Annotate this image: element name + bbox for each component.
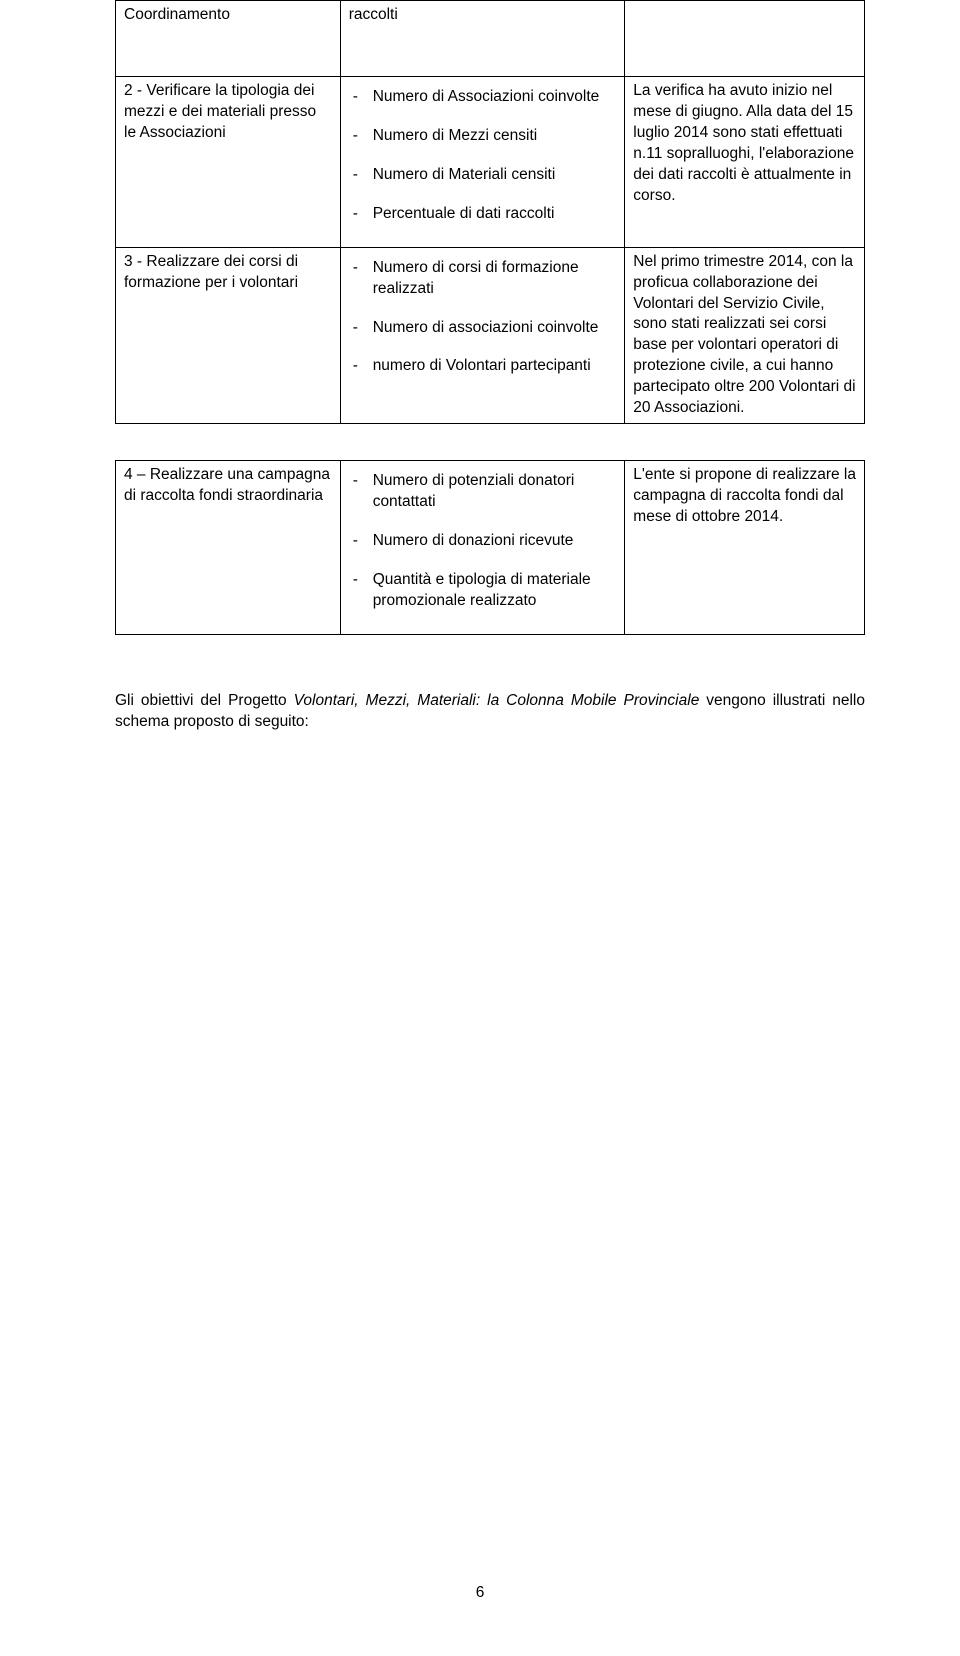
cell-obj4-indicators: Numero di potenziali donatori contattati…: [340, 461, 625, 635]
cell-raccolti: raccolti: [340, 1, 625, 77]
list-item: Numero di corsi di formazione realizzati: [373, 258, 617, 300]
table-secondary: 4 – Realizzare una campagna di raccolta …: [115, 460, 865, 635]
list-item: Numero di potenziali donatori contattati: [373, 471, 617, 513]
list-item: Percentuale di dati raccolti: [373, 204, 617, 225]
cell-obj2-indicators: Numero di Associazioni coinvolte Numero …: [340, 77, 625, 248]
list-item: Numero di Associazioni coinvolte: [373, 87, 617, 108]
paragraph-pre: Gli obiettivi del Progetto: [115, 692, 294, 709]
cell-obj2-title: 2 - Verificare la tipologia dei mezzi e …: [116, 77, 341, 248]
cell-coordinamento: Coordinamento: [116, 1, 341, 77]
list-item: Numero di Materiali censiti: [373, 165, 617, 186]
objectives-paragraph: Gli obiettivi del Progetto Volontari, Me…: [115, 691, 865, 733]
list-item: Numero di Mezzi censiti: [373, 126, 617, 147]
list-item: Quantità e tipologia di materiale promoz…: [373, 570, 617, 612]
cell-obj3-title: 3 - Realizzare dei corsi di formazione p…: [116, 247, 341, 423]
list-item: numero di Volontari partecipanti: [373, 356, 617, 377]
table-row: 4 – Realizzare una campagna di raccolta …: [116, 461, 865, 635]
table-main: Coordinamento raccolti 2 - Verificare la…: [115, 0, 865, 424]
paragraph-project-title: Volontari, Mezzi, Materiali: la Colonna …: [294, 692, 700, 709]
list-item: Numero di associazioni coinvolte: [373, 318, 617, 339]
cell-obj4-status: L'ente si propone di realizzare la campa…: [625, 461, 865, 635]
table-row: 3 - Realizzare dei corsi di formazione p…: [116, 247, 865, 423]
list-item: Numero di donazioni ricevute: [373, 531, 617, 552]
page-number: 6: [0, 1584, 960, 1602]
cell-obj3-status: Nel primo trimestre 2014, con la proficu…: [625, 247, 865, 423]
table-row: 2 - Verificare la tipologia dei mezzi e …: [116, 77, 865, 248]
cell-obj3-indicators: Numero di corsi di formazione realizzati…: [340, 247, 625, 423]
cell-obj2-status: La verifica ha avuto inizio nel mese di …: [625, 77, 865, 248]
cell-obj4-title: 4 – Realizzare una campagna di raccolta …: [116, 461, 341, 635]
table-row: Coordinamento raccolti: [116, 1, 865, 77]
cell-empty: [625, 1, 865, 77]
